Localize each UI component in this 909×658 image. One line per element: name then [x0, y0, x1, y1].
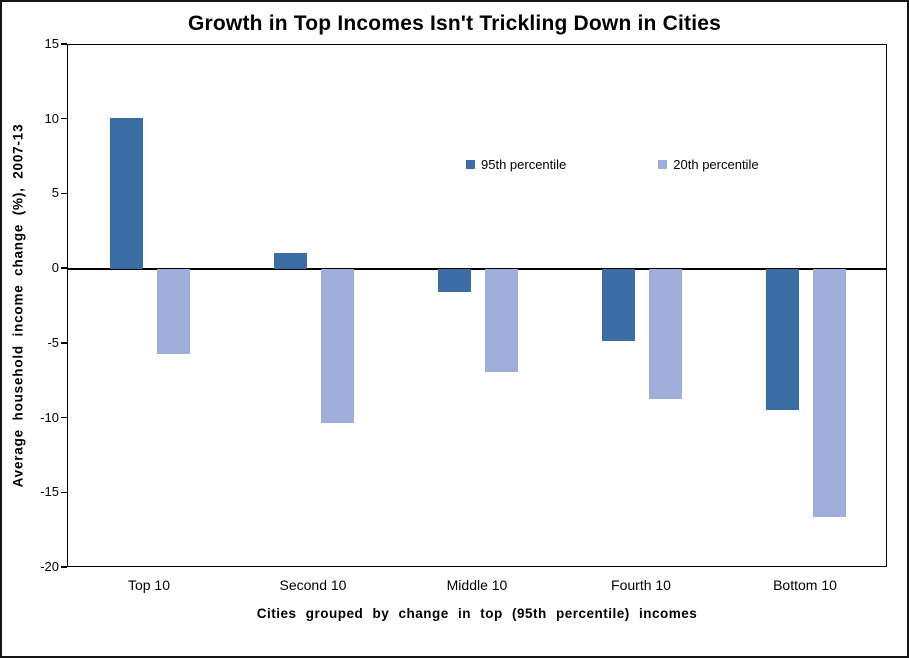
bar-95th-percentile-bottom-10 [766, 269, 799, 410]
x-tick-label-bottom-10: Bottom 10 [773, 577, 837, 593]
y-tick-mark-5 [61, 192, 67, 195]
y-tick-mark--5 [61, 342, 67, 344]
y-tick-label--20: -20 [40, 559, 59, 574]
y-tick-mark-0 [61, 267, 67, 269]
bar-95th-percentile-second-10 [274, 252, 307, 270]
y-tick-label-0: 0 [51, 260, 59, 276]
y-tick-mark--10 [61, 416, 67, 419]
legend-marker-20th-percentile [658, 160, 668, 169]
y-tick-mark--20 [61, 566, 67, 568]
x-tick-label-fourth-10: Fourth 10 [611, 577, 671, 593]
legend-label-95th-percentile: 95th percentile [481, 157, 567, 172]
x-tick-label-second-10: Second 10 [279, 577, 347, 593]
x-tick-label-middle-10: Middle 10 [446, 577, 508, 593]
zero-line [68, 268, 886, 270]
legend-label-20th-percentile: 20th percentile [673, 157, 759, 172]
chart-title: Growth in Top Incomes Isn't Trickling Do… [187, 12, 722, 35]
bar-20th-percentile-top-10 [157, 269, 190, 355]
x-axis-label: Cities grouped by change in top (95th pe… [256, 606, 698, 621]
bar-20th-percentile-fourth-10 [649, 269, 682, 400]
y-tick-label--15: -15 [40, 484, 59, 500]
bar-20th-percentile-middle-10 [485, 269, 518, 373]
bar-95th-percentile-fourth-10 [602, 269, 635, 341]
legend-entry-20th-percentile: 20th percentile [658, 157, 759, 172]
legend-entry-95th-percentile: 95th percentile [466, 157, 566, 172]
bar-20th-percentile-second-10 [321, 269, 354, 424]
bar-20th-percentile-bottom-10 [813, 269, 846, 518]
y-tick-mark-10 [61, 117, 67, 120]
y-tick-mark--15 [61, 491, 67, 494]
y-tick-label--10: -10 [40, 409, 59, 425]
y-tick-label-5: 5 [51, 185, 59, 201]
y-tick-label-15: 15 [44, 36, 59, 51]
y-axis-label: Average household income change (%), 200… [10, 123, 26, 488]
bar-95th-percentile-middle-10 [438, 269, 471, 292]
legend: 95th percentile 20th percentile [466, 157, 759, 172]
y-tick-label-10: 10 [44, 110, 59, 126]
y-tick-mark-15 [61, 43, 67, 45]
y-tick-label--5: -5 [47, 334, 59, 350]
legend-marker-95th-percentile [466, 160, 475, 169]
plot-area: 95th percentile 20th percentile [67, 44, 887, 567]
x-tick-label-top-10: Top 10 [127, 577, 171, 593]
bar-95th-percentile-top-10 [110, 118, 143, 270]
